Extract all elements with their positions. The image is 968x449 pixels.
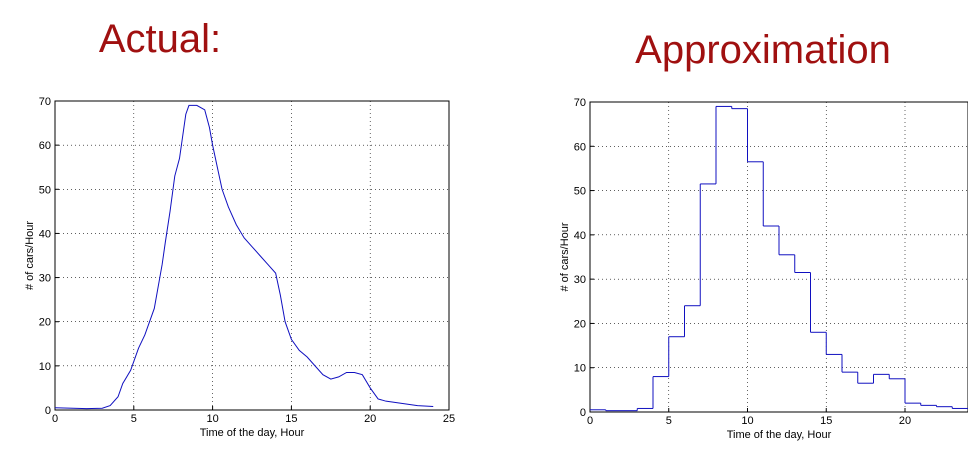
y-axis-label: # of cars/Hour	[24, 221, 36, 290]
y-tick-label: 0	[45, 405, 51, 417]
x-tick-label: 20	[364, 413, 376, 425]
y-tick-label: 30	[574, 274, 586, 286]
y-tick-label: 30	[39, 273, 51, 285]
plot-area	[589, 101, 968, 413]
y-tick-label: 70	[574, 97, 586, 109]
y-tick-label: 0	[580, 407, 586, 419]
data-line	[54, 104, 434, 410]
x-tick-label: 25	[443, 413, 455, 425]
x-axis-label: Time of the day, Hour	[200, 427, 305, 439]
y-tick-label: 50	[574, 186, 586, 198]
plot-area	[54, 100, 450, 411]
x-tick-label: 0	[52, 413, 58, 425]
y-tick-label: 10	[39, 361, 51, 373]
y-tick-label: 40	[574, 230, 586, 242]
x-tick-label: 10	[206, 413, 218, 425]
x-tick-label: 5	[666, 415, 672, 427]
x-tick-label: 15	[820, 415, 832, 427]
y-tick-label: 70	[39, 96, 51, 108]
y-tick-label: 60	[39, 140, 51, 152]
x-tick-label: 15	[285, 413, 297, 425]
y-tick-label: 10	[574, 363, 586, 375]
x-tick-label: 20	[899, 415, 911, 427]
x-axis-label: Time of the day, Hour	[727, 429, 832, 441]
y-tick-label: 20	[574, 318, 586, 330]
x-tick-label: 10	[741, 415, 753, 427]
y-tick-label: 50	[39, 184, 51, 196]
y-tick-label: 60	[574, 141, 586, 153]
chart-title: Actual:	[99, 17, 221, 61]
x-tick-label: 5	[131, 413, 137, 425]
y-tick-label: 20	[39, 317, 51, 329]
y-tick-label: 40	[39, 228, 51, 240]
y-axis-label: # of cars/Hour	[559, 222, 571, 291]
x-tick-label: 0	[587, 415, 593, 427]
chart-title: Approximation	[635, 28, 891, 72]
